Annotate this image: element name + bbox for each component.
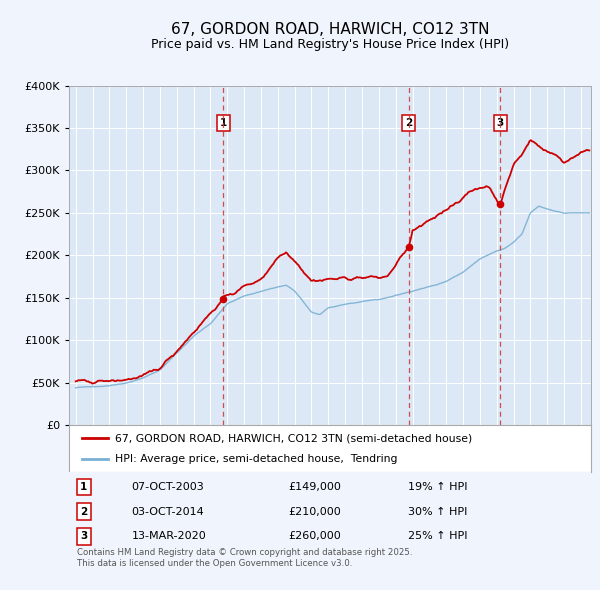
Text: 13-MAR-2020: 13-MAR-2020	[131, 531, 206, 541]
Text: 19% ↑ HPI: 19% ↑ HPI	[409, 482, 468, 492]
Text: £260,000: £260,000	[288, 531, 341, 541]
Text: 25% ↑ HPI: 25% ↑ HPI	[409, 531, 468, 541]
Text: 1: 1	[220, 118, 227, 128]
Text: £210,000: £210,000	[288, 507, 341, 517]
Text: HPI: Average price, semi-detached house,  Tendring: HPI: Average price, semi-detached house,…	[115, 454, 397, 464]
Text: 3: 3	[80, 531, 87, 541]
Text: 67, GORDON ROAD, HARWICH, CO12 3TN (semi-detached house): 67, GORDON ROAD, HARWICH, CO12 3TN (semi…	[115, 434, 472, 444]
Text: Price paid vs. HM Land Registry's House Price Index (HPI): Price paid vs. HM Land Registry's House …	[151, 38, 509, 51]
Text: 03-OCT-2014: 03-OCT-2014	[131, 507, 205, 517]
Text: 2: 2	[80, 507, 87, 517]
Text: 2: 2	[405, 118, 412, 128]
Text: 67, GORDON ROAD, HARWICH, CO12 3TN: 67, GORDON ROAD, HARWICH, CO12 3TN	[171, 22, 489, 37]
Text: This data is licensed under the Open Government Licence v3.0.: This data is licensed under the Open Gov…	[77, 559, 352, 568]
Text: 1: 1	[80, 482, 87, 492]
Text: 3: 3	[496, 118, 503, 128]
Text: 30% ↑ HPI: 30% ↑ HPI	[409, 507, 467, 517]
Text: £149,000: £149,000	[288, 482, 341, 492]
Text: 07-OCT-2003: 07-OCT-2003	[131, 482, 205, 492]
Text: Contains HM Land Registry data © Crown copyright and database right 2025.: Contains HM Land Registry data © Crown c…	[77, 548, 412, 557]
